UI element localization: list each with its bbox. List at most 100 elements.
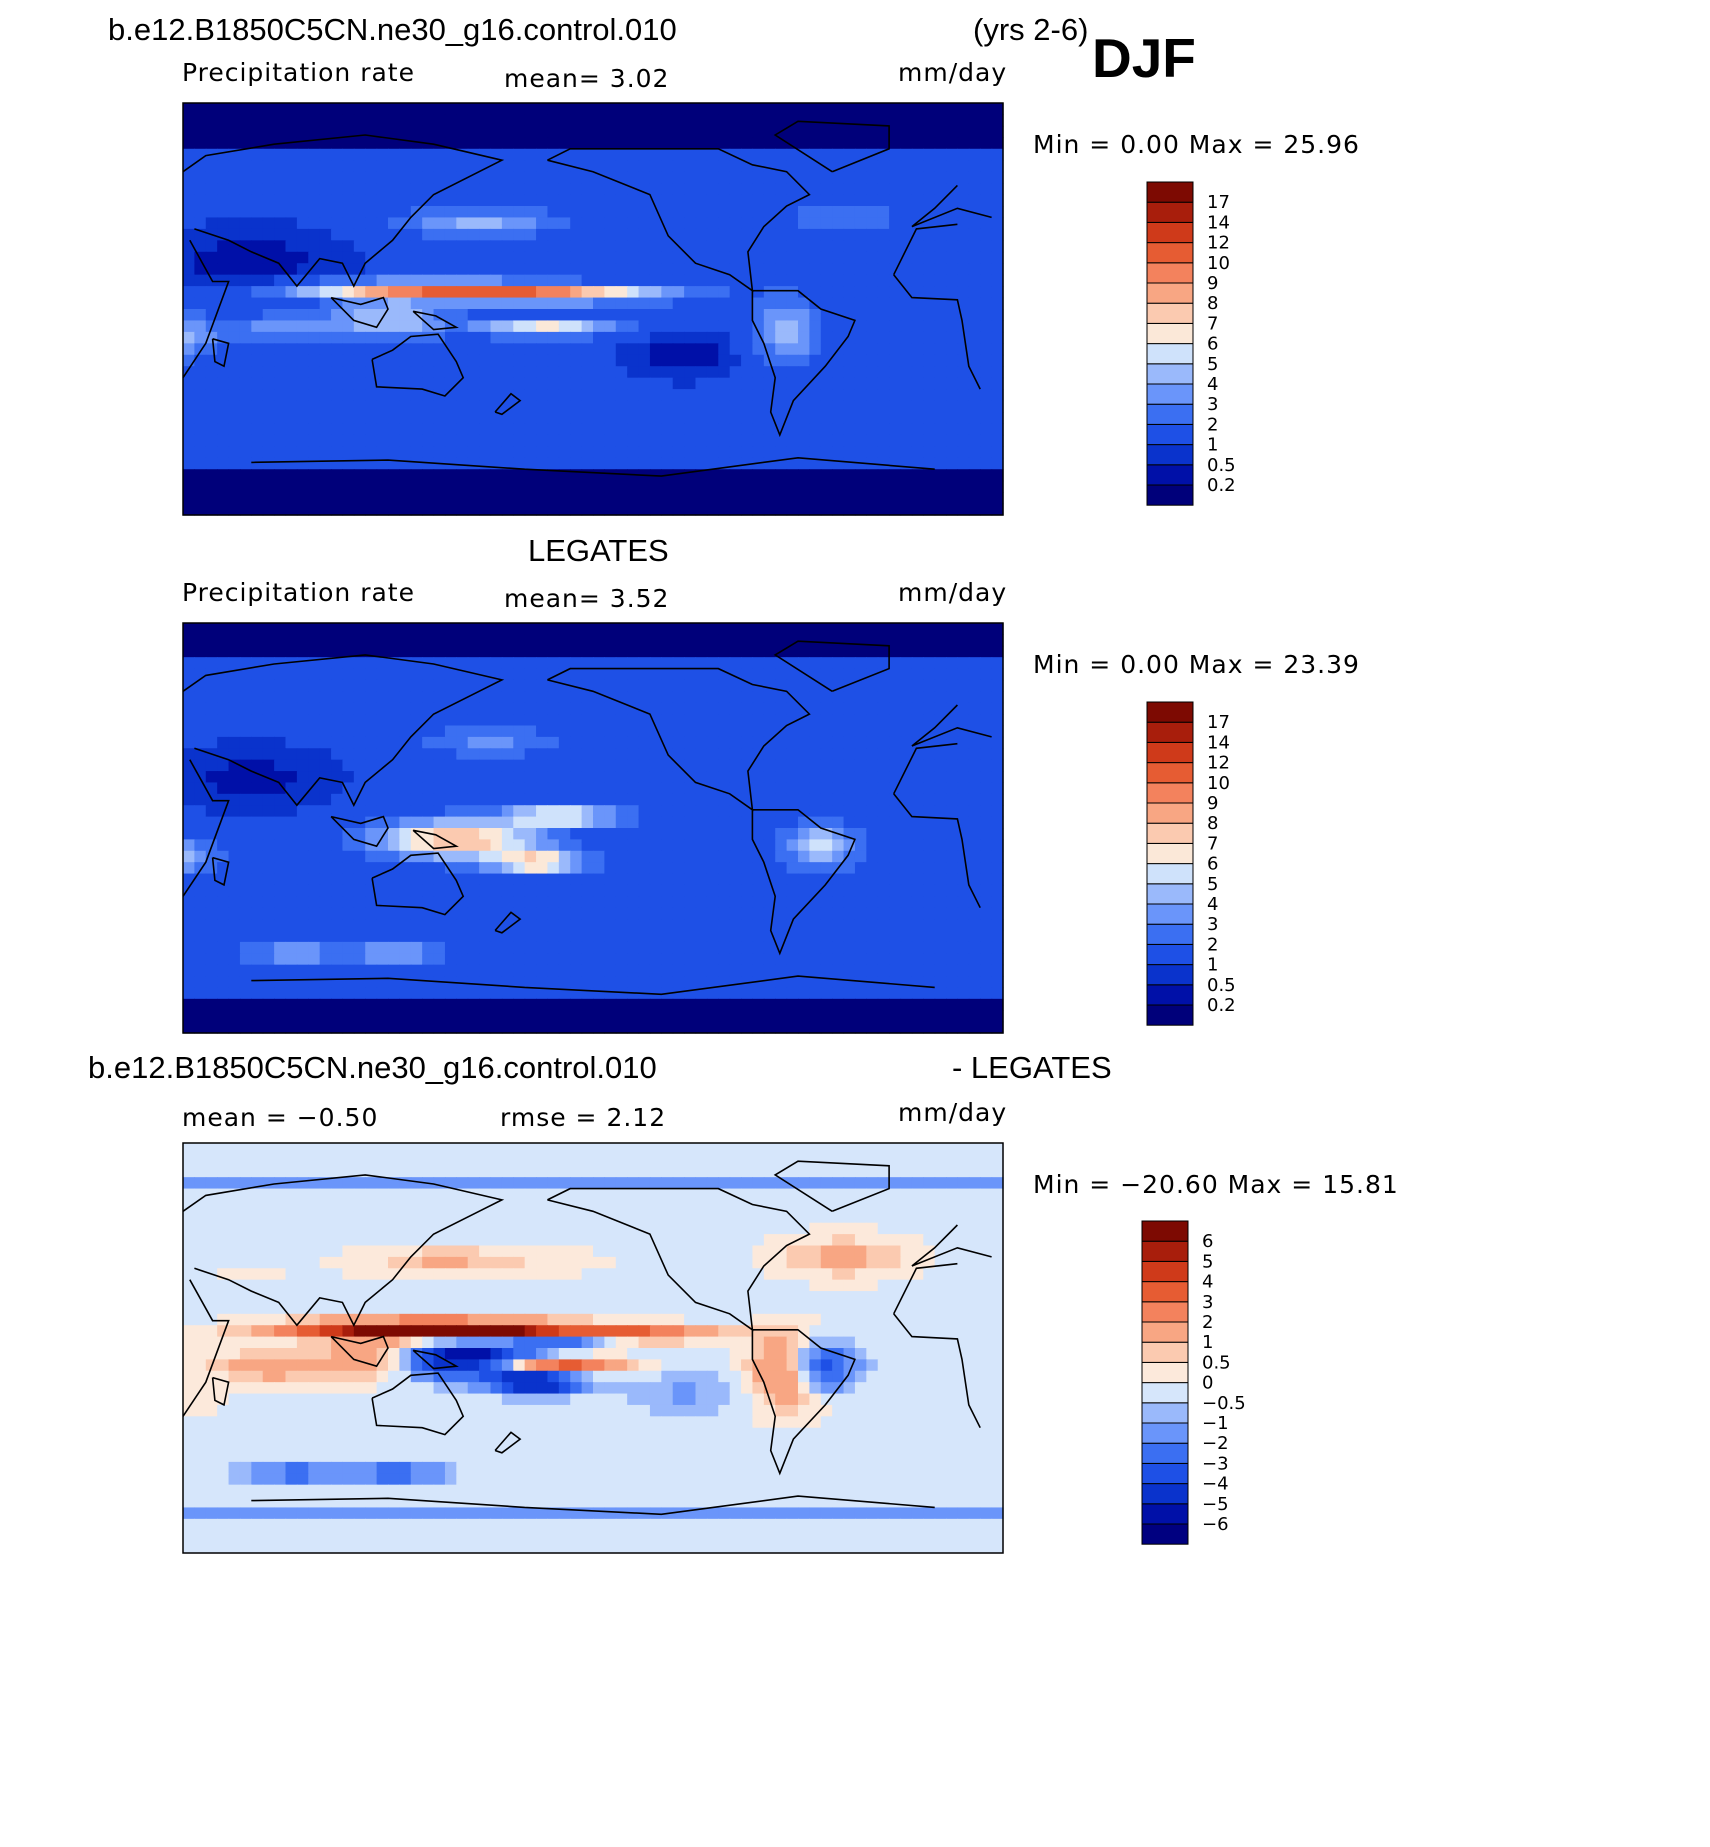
map-cell	[376, 160, 389, 173]
map-cell	[695, 274, 708, 287]
map-cell	[262, 434, 275, 447]
map-cell	[217, 194, 230, 207]
map-cell	[422, 987, 435, 1000]
map-cell	[786, 274, 799, 287]
map-cell	[763, 446, 776, 459]
map-cell	[615, 286, 628, 299]
map-cell	[467, 884, 480, 897]
map-cell	[331, 389, 344, 402]
map-cell	[923, 930, 936, 943]
map-cell	[444, 103, 457, 116]
map-cell	[729, 919, 742, 932]
map-cell	[342, 964, 355, 977]
map-cell	[706, 320, 719, 333]
map-cell	[467, 171, 480, 184]
map-cell	[422, 805, 435, 818]
map-cell	[593, 331, 605, 344]
map-cell	[672, 194, 685, 207]
map-cell	[376, 839, 389, 852]
map-cell	[843, 331, 856, 344]
map-cell	[980, 850, 993, 863]
map-cell	[228, 691, 241, 704]
map-cell	[934, 286, 947, 299]
map-cell	[251, 873, 264, 886]
map-cell	[991, 930, 1004, 943]
map-cell	[615, 240, 628, 253]
map-cell	[285, 480, 298, 493]
map-cell	[991, 702, 1004, 715]
map-cell	[684, 446, 697, 459]
map-cell	[353, 828, 366, 840]
map-cell	[183, 782, 195, 795]
map-cell	[854, 828, 867, 840]
map-cell	[593, 492, 605, 505]
map-cell	[911, 679, 924, 692]
map-cell	[706, 759, 719, 772]
map-cell	[593, 850, 605, 863]
map-cell	[536, 423, 549, 436]
map-cell	[786, 125, 799, 138]
map-cell	[388, 389, 400, 402]
map-cell	[627, 366, 640, 379]
map-cell	[319, 412, 332, 425]
map-cell	[820, 480, 833, 493]
map-cell	[991, 148, 1004, 161]
map-cell	[991, 884, 1004, 897]
map-cell	[934, 793, 947, 806]
map-cell	[490, 125, 503, 138]
map-cell	[183, 171, 195, 184]
map-cell	[798, 503, 810, 516]
map-cell	[615, 759, 628, 772]
map-cell	[957, 297, 970, 310]
map-cell	[877, 263, 890, 276]
map-cell	[684, 964, 697, 977]
map-cell	[570, 668, 583, 681]
map-cell	[285, 469, 298, 482]
map-cell	[684, 274, 697, 287]
map-cell	[684, 469, 697, 482]
map-cell	[376, 668, 389, 681]
map-cell	[251, 240, 264, 253]
map-cell	[331, 103, 344, 116]
map-cell	[889, 862, 902, 875]
map-cell	[900, 331, 913, 344]
map-cell	[388, 839, 400, 852]
map-cell	[832, 114, 845, 127]
map-cell	[866, 251, 879, 264]
map-cell	[593, 725, 605, 738]
map-cell	[934, 423, 947, 436]
map-cell	[308, 873, 321, 886]
map-cell	[581, 919, 594, 932]
map-cell	[877, 907, 890, 920]
map-cell	[524, 309, 537, 322]
map-cell	[946, 623, 959, 635]
map-cell	[638, 503, 651, 516]
map-cell	[661, 366, 674, 379]
map-cell	[228, 919, 241, 932]
map-cell	[934, 668, 947, 681]
map-cell	[615, 862, 628, 875]
map-cell	[604, 171, 617, 184]
map-cell	[729, 389, 742, 402]
map-cell	[342, 206, 355, 219]
map-cell	[501, 377, 514, 390]
map-cell	[342, 862, 355, 875]
map-cell	[501, 691, 514, 704]
map-cell	[285, 400, 298, 413]
map-cell	[444, 782, 457, 795]
map-cell	[536, 771, 549, 784]
map-cell	[308, 137, 321, 150]
map-cell	[775, 194, 788, 207]
map-cell	[285, 434, 298, 447]
map-cell	[205, 103, 218, 116]
map-cell	[399, 805, 412, 818]
map-cell	[889, 412, 902, 425]
map-cell	[570, 240, 583, 253]
map-cell	[718, 862, 731, 875]
map-cell	[706, 714, 719, 727]
map-cell	[866, 423, 879, 436]
map-cell	[706, 919, 719, 932]
map-cell	[706, 183, 719, 196]
map-cell	[228, 771, 241, 784]
map-cell	[706, 331, 719, 344]
